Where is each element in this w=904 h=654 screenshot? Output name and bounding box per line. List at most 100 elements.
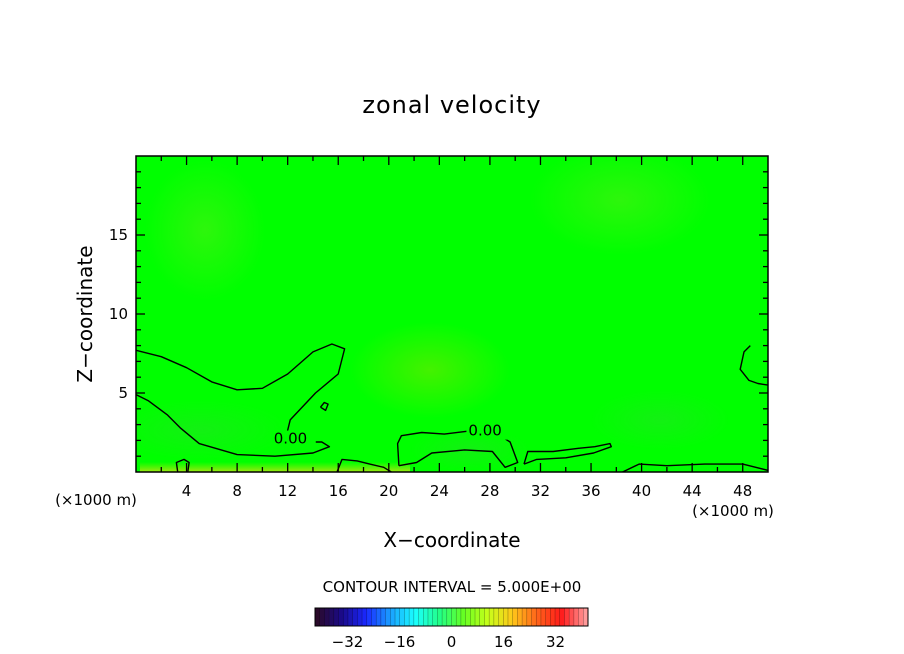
colorbar-cell [460, 608, 466, 626]
colorbar-cell [540, 608, 546, 626]
y-tick-label: 5 [118, 384, 128, 402]
contour-line-3 [739, 345, 768, 386]
x-tick-label: 48 [733, 482, 752, 500]
x-tick-label: 36 [581, 482, 600, 500]
colorbar-cell [559, 608, 565, 626]
colorbar-cell [475, 608, 481, 626]
colorbar-cell [432, 608, 438, 626]
colorbar-cell [343, 608, 349, 626]
colorbar-cell [564, 608, 570, 626]
contour-label: 0.00 [468, 422, 501, 440]
colorbar-cell [498, 608, 504, 626]
shade-weak-positive [350, 322, 510, 418]
y-axis-label: Z−coordinate [73, 245, 97, 382]
x-tick-label: 40 [632, 482, 651, 500]
x-unit-left: (×1000 m) [55, 491, 137, 509]
colorbar-cell [385, 608, 391, 626]
colorbar-tick-label: 0 [447, 633, 457, 651]
colorbar-cell [522, 608, 528, 626]
contour-line-6 [319, 401, 329, 412]
colorbar-cell [338, 608, 344, 626]
colorbar-cell [333, 608, 339, 626]
colorbar-cell [404, 608, 410, 626]
colorbar-tick-label: 32 [546, 633, 565, 651]
contour-line-7 [175, 458, 190, 472]
colorbar-cell [442, 608, 448, 626]
colorbar-cell [569, 608, 575, 626]
colorbar-cell [437, 608, 443, 626]
colorbar-cell [583, 608, 589, 626]
x-tick-label: 28 [480, 482, 499, 500]
colorbar-cell [376, 608, 382, 626]
colorbar-cell [413, 608, 419, 626]
contour-label: 0.00 [274, 430, 307, 448]
colorbar-cell [512, 608, 518, 626]
x-tick-label: 44 [683, 482, 702, 500]
colorbar-cell [315, 608, 321, 626]
colorbar-cell [329, 608, 335, 626]
contour-interval-note: CONTOUR INTERVAL = 5.000E+00 [323, 578, 582, 596]
colorbar-cell [380, 608, 386, 626]
shade-surface-layer [140, 462, 410, 472]
x-unit-right: (×1000 m) [692, 502, 774, 520]
contour-label-bg [271, 430, 316, 448]
shade-weak-negative [590, 390, 730, 450]
colorbar-cell [423, 608, 429, 626]
contour-line-5 [336, 458, 392, 472]
y-tick-label: 15 [109, 226, 128, 244]
contour-labels: 0.00 0.00 [271, 422, 511, 448]
x-tick-label: 8 [232, 482, 242, 500]
colorbar-cell [451, 608, 457, 626]
shade-weak-negative [136, 400, 290, 460]
x-tick-label: 20 [379, 482, 398, 500]
colorbar-cell [366, 608, 372, 626]
colorbar-cell [371, 608, 377, 626]
colorbar-cell [555, 608, 561, 626]
colorbar-cell [503, 608, 509, 626]
y-axis-ticks: 5 10 15 [109, 171, 768, 457]
colorbar-cell [479, 608, 485, 626]
colorbar-cell [489, 608, 495, 626]
colorbar-cell [399, 608, 405, 626]
colorbar-cell [390, 608, 396, 626]
x-axis-ticks: 4 8 12 16 20 24 28 32 36 40 44 48 [160, 156, 752, 500]
colorbar-cell [427, 608, 433, 626]
colorbar-tick-label: −32 [332, 633, 364, 651]
colorbar-cell [362, 608, 368, 626]
contour-line-2 [523, 442, 612, 465]
colorbar-cell [493, 608, 499, 626]
colorbar-cell [446, 608, 452, 626]
colorbar-tick-labels: −32 −16 0 16 32 [332, 633, 565, 651]
colorbar [314, 607, 589, 627]
chart-title: zonal velocity [362, 91, 541, 119]
colorbar-cell [395, 608, 401, 626]
colorbar-tick-label: −16 [384, 633, 416, 651]
shade-weak-positive [530, 156, 710, 255]
contour-label-bg [466, 422, 511, 440]
colorbar-tick-label: 16 [494, 633, 513, 651]
colorbar-cell [484, 608, 490, 626]
colorbar-cell [507, 608, 513, 626]
colorbar-cell [418, 608, 424, 626]
colorbar-cell [470, 608, 476, 626]
colorbar-cell [456, 608, 462, 626]
x-axis-label: X−coordinate [383, 528, 520, 552]
velocity-shading [136, 156, 730, 472]
colorbar-frame [314, 607, 589, 627]
contour-line-0 [136, 343, 346, 457]
x-tick-label: 4 [182, 482, 192, 500]
colorbar-cell [352, 608, 358, 626]
colorbar-cell [531, 608, 537, 626]
contour-lines [136, 343, 768, 472]
colorbar-cell [573, 608, 579, 626]
colorbar-cell [536, 608, 542, 626]
colorbar-cell [409, 608, 415, 626]
colorbar-cell [347, 608, 353, 626]
x-tick-label: 12 [278, 482, 297, 500]
colorbar-cell [526, 608, 532, 626]
contour-line-4 [622, 463, 768, 472]
colorbar-cell [578, 608, 584, 626]
colorbar-cell [357, 608, 363, 626]
